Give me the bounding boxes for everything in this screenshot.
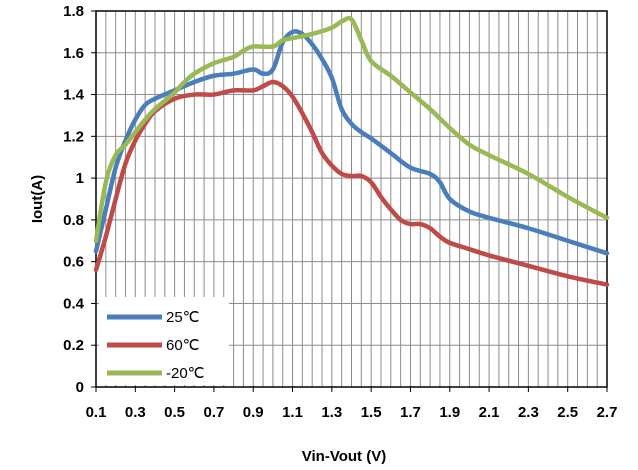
x-tick-label: 1.1 xyxy=(282,404,303,421)
y-tick-label: 1.6 xyxy=(63,45,84,62)
x-tick-label: 2.7 xyxy=(597,404,618,421)
x-tick-label: 2.5 xyxy=(557,404,578,421)
series-line-2 xyxy=(93,15,610,244)
y-tick-label: 0.2 xyxy=(63,337,84,354)
x-tick-label: 1.5 xyxy=(361,404,382,421)
x-tick-label: 0.9 xyxy=(243,404,264,421)
legend-label: -20℃ xyxy=(166,365,205,382)
legend-box xyxy=(99,297,229,385)
x-tick-label: 1.9 xyxy=(439,404,460,421)
y-axis-ticks: 0 0.2 0.4 0.6 0.8 1 1.2 1.4 1.6 1.8 xyxy=(63,3,96,396)
y-tick-label: 1.8 xyxy=(63,3,84,20)
legend: 25℃ 60℃ -20℃ xyxy=(99,297,229,385)
x-tick-label: 1.3 xyxy=(321,404,342,421)
y-tick-label: 0.8 xyxy=(63,212,84,229)
x-tick-label: 2.3 xyxy=(518,404,539,421)
x-tick-label: 2.1 xyxy=(479,404,500,421)
x-axis-ticks: 0.1 0.3 0.5 0.7 0.9 1.1 1.3 1.5 1.7 1.9 2.1 2.3 2.5 2… xyxy=(86,387,618,421)
y-tick-label: 0.6 xyxy=(63,254,84,271)
plot-border xyxy=(95,10,608,388)
legend-label: 60℃ xyxy=(166,337,200,354)
legend-items: 25℃ 60℃ -20℃ xyxy=(107,309,205,382)
y-tick-label: 0.4 xyxy=(63,295,85,312)
y-axis-title: Iout(A) xyxy=(29,175,46,223)
x-tick-label: 0.3 xyxy=(125,404,146,421)
y-tick-label: 1.2 xyxy=(63,128,84,145)
series-line-0 xyxy=(93,29,610,256)
x-axis-title: Vin-Vout (V) xyxy=(302,448,386,465)
x-tick-label: 1.7 xyxy=(400,404,421,421)
y-tick-label: 1.4 xyxy=(63,87,85,104)
legend-label: 25℃ xyxy=(166,309,200,326)
x-tick-label: 0.1 xyxy=(86,404,107,421)
y-tick-label: 1 xyxy=(76,170,84,187)
y-tick-label: 0 xyxy=(76,379,84,396)
x-tick-label: 0.5 xyxy=(164,404,185,421)
series-lines xyxy=(93,15,610,287)
x-tick-label: 0.7 xyxy=(203,404,224,421)
